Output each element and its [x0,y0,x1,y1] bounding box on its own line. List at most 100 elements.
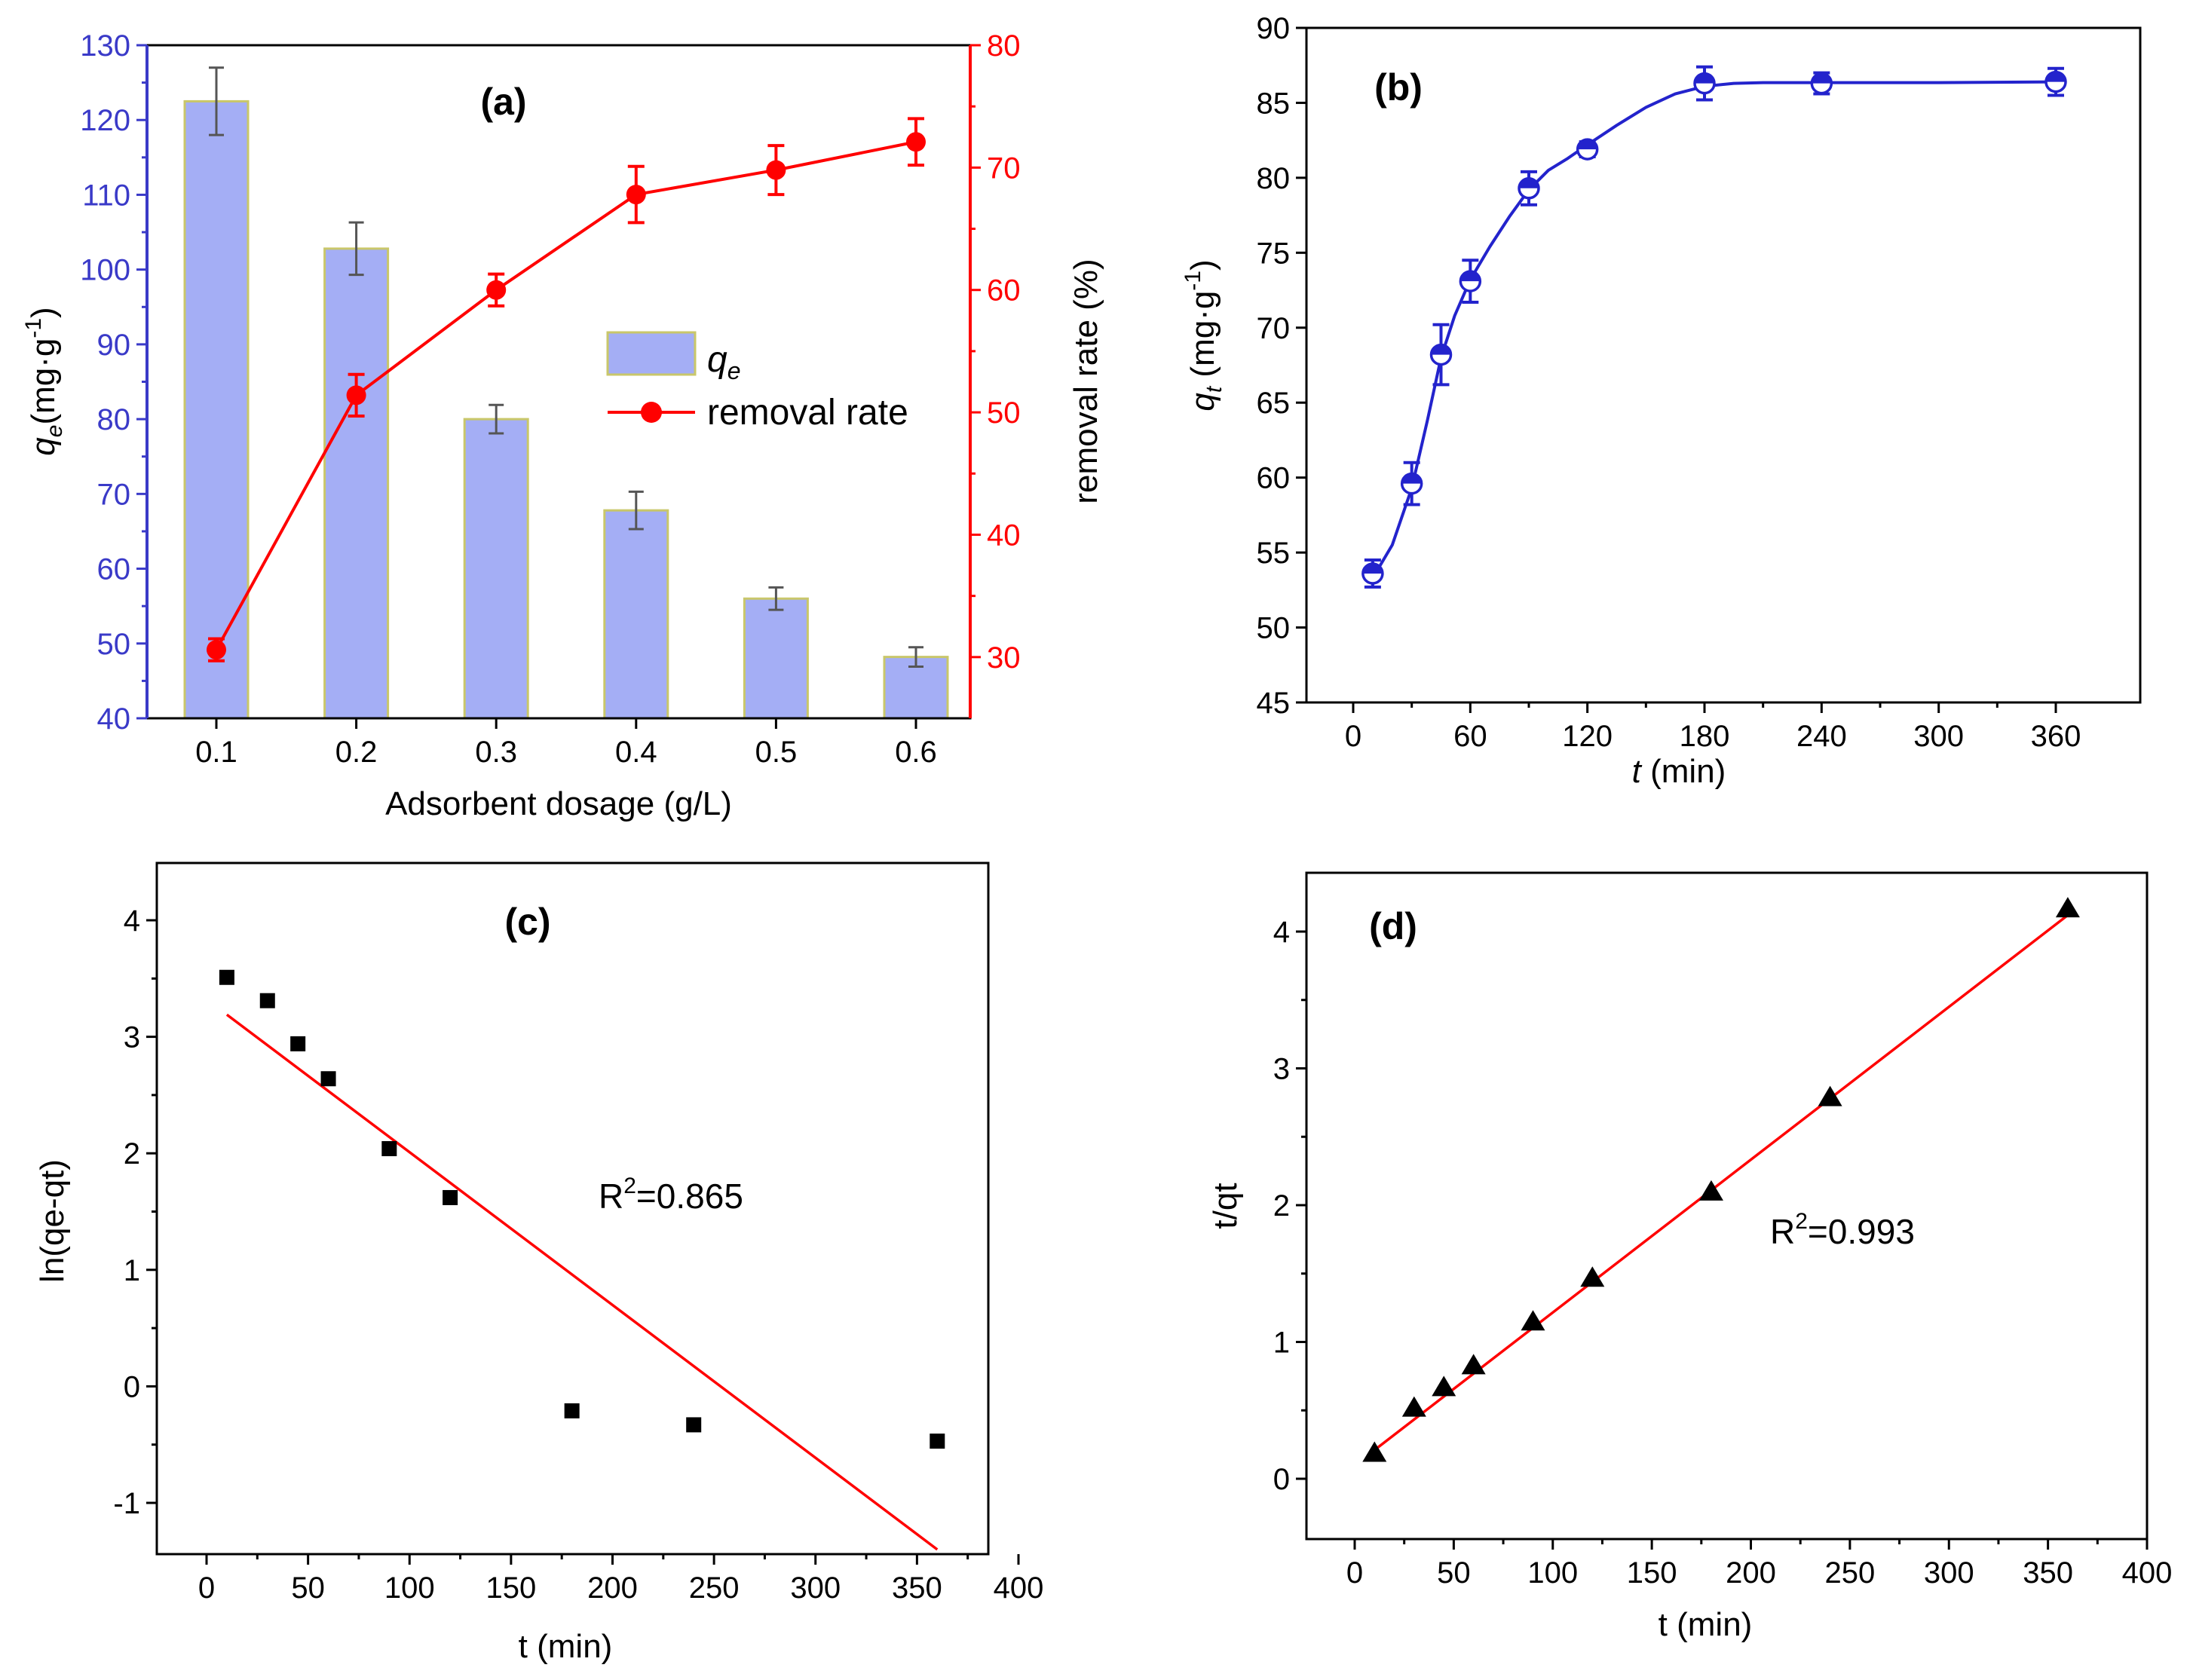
a-y-tick-label: 100 [80,254,130,287]
d-x-ticks: 0 50 100 150 200 250 300 350 400 [1346,1539,2172,1590]
a-ylabel-sub: e [42,425,67,438]
c-y-tick-label: 3 [124,1021,140,1054]
a-y-axis-title: qe(mg·g-1) [21,307,67,455]
b-x-axis-title: t (min) [1632,753,1726,790]
b-point-half-fill [1577,139,1597,150]
b-y-tick-label: 55 [1257,537,1291,570]
c-y-tick-label: 0 [124,1370,140,1403]
d-point-180 [1698,1180,1723,1201]
d-panel-label: (d) [1369,905,1417,947]
b-ylabel-sup: -1 [1181,271,1205,291]
c-r2-sup: 2 [623,1174,636,1198]
d-r2-value: =0.993 [1808,1212,1915,1251]
b-x-tick-label: 60 [1453,720,1487,753]
a-x-axis-title: Adsorbent dosage (g/L) [385,785,732,822]
d-x-tick-label: 300 [1924,1556,1974,1590]
a-legend-line-marker [641,402,662,423]
a-removal-point-0.6 [906,132,926,152]
a-y2-tick-label: 60 [987,274,1021,308]
b-x-ticks: 0 60 120 180 240 300 360 [1345,702,2081,753]
b-ylabel-sub: t [1202,385,1227,393]
a-legend-q-sub: e [727,357,741,384]
c-point-30 [259,993,275,1008]
a-plot-frame [145,44,972,720]
c-point-360 [930,1434,945,1449]
c-x-tick-label: 200 [587,1571,638,1605]
a-legend-bar-swatch [606,331,697,376]
c-x-ticks: 0 50 100 150 200 250 300 350 400 [198,1554,1043,1605]
a-y-tick-label: 60 [97,553,131,586]
b-x-tick-label: 240 [1796,720,1847,753]
a-y-ticks: 40 50 60 70 80 90 100 110 120 130 [80,29,149,736]
c-x-tick-label: 350 [892,1571,942,1605]
c-x-tick-label: 250 [689,1571,740,1605]
d-y-tick-label: 4 [1273,916,1290,949]
c-x-tick-label: 0 [198,1571,215,1605]
d-point-240 [1818,1085,1842,1106]
a-removal-line [207,117,926,663]
a-bar-0.5 [743,597,809,720]
d-point-360 [2055,897,2080,918]
b-ylabel-unit: (mg·g [1184,291,1221,387]
a-y2-tick-label: 30 [987,641,1021,675]
a-panel-label: (a) [480,81,526,123]
b-xlabel-unit: (min) [1641,753,1726,790]
a-legend-removal-label: removal rate [707,393,908,433]
a-bar-0.2 [323,247,390,720]
c-fit-segment [225,1013,939,1551]
b-point-half-fill [2046,72,2066,82]
a-legend-q: q [707,340,727,380]
c-point-120 [443,1189,458,1205]
c-y-tick-label: 2 [124,1137,140,1170]
panel-a-dosage-chart: 0.1 0.2 0.3 0.4 0.5 0.6 40 50 60 70 80 90 100 110 120… [21,29,1104,822]
c-y-ticks: -1 0 1 2 3 4 [113,904,157,1520]
d-y-tick-label: 3 [1273,1053,1290,1086]
c-r2-value: =0.865 [636,1177,743,1216]
c-point-240 [686,1417,702,1433]
b-x-tick-label: 360 [2031,720,2081,753]
d-point-10 [1362,1441,1387,1462]
a-ylabel-sup: -1 [21,318,46,338]
b-ylabel-q: q [1184,393,1221,412]
a-removal-point-0.5 [766,160,786,180]
b-y-tick-label: 70 [1257,312,1291,345]
c-x-axis-title: t (min) [519,1628,613,1665]
a-y-tick-label: 90 [97,329,131,362]
c-point-60 [320,1071,336,1087]
a-removal-point-0.3 [486,280,507,300]
b-point-half-fill [1362,563,1383,574]
a-x-tick-label: 0.2 [335,736,378,769]
d-x-tick-label: 100 [1527,1556,1578,1590]
b-y-tick-label: 80 [1257,162,1291,195]
a-y2-tick-label: 50 [987,396,1021,430]
a-y-tick-label: 110 [82,179,130,212]
d-y-axis-title: t/qt [1207,1183,1244,1229]
c-x-tick-label: 300 [790,1571,841,1605]
b-x-tick-label: 180 [1680,720,1730,753]
b-point-half-fill [1695,73,1714,84]
a-removal-point-0.2 [346,385,366,405]
a-x-tick-label: 0.4 [615,736,657,769]
d-x-tick-label: 50 [1437,1556,1471,1590]
c-fit-line [225,1013,939,1551]
d-r2-annotation: R2=0.993 [1770,1209,1915,1251]
d-x-tick-label: 350 [2023,1556,2073,1590]
d-r2-base: R [1770,1212,1795,1251]
d-y-tick-label: 1 [1273,1327,1290,1360]
a-bar-0.4 [603,509,669,720]
b-y-tick-label: 45 [1257,687,1291,720]
b-y-tick-label: 60 [1257,462,1291,495]
c-r2-base: R [599,1177,623,1216]
d-fit-line [1374,913,2069,1452]
c-x-tick-label: 100 [384,1571,435,1605]
d-x-tick-label: 150 [1627,1556,1677,1590]
b-y-tick-label: 90 [1257,12,1291,45]
c-r2-annotation: R2=0.865 [599,1174,743,1216]
c-y-tick-label: 4 [124,904,140,938]
a-y2-ticks: 30 40 50 60 70 80 [969,29,1021,718]
b-y-tick-label: 50 [1257,612,1291,645]
a-x-tick-label: 0.1 [195,736,237,769]
a-x-tick-label: 0.5 [755,736,798,769]
